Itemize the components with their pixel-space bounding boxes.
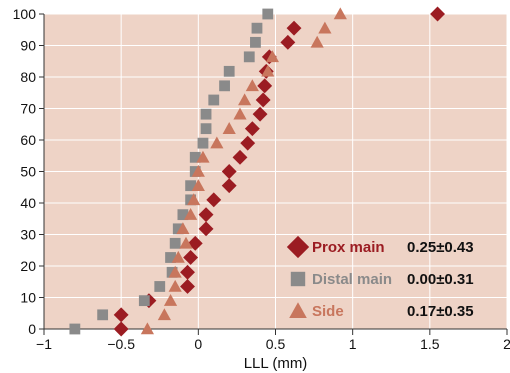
legend-item: Prox main 0.25±0.43 bbox=[286, 235, 474, 259]
data-point bbox=[154, 281, 166, 292]
y-tick-label: 10 bbox=[20, 290, 36, 306]
y-tick-label: 60 bbox=[20, 132, 36, 148]
data-point bbox=[233, 107, 247, 120]
data-point bbox=[197, 137, 209, 149]
data-point bbox=[333, 7, 347, 20]
legend-item: Distal main 0.00±0.31 bbox=[290, 271, 474, 288]
legend-marker bbox=[289, 302, 307, 319]
data-point bbox=[138, 295, 150, 307]
data-point bbox=[251, 22, 263, 34]
data-point bbox=[176, 222, 190, 235]
data-point bbox=[255, 92, 271, 108]
x-axis-title: LLL (mm) bbox=[244, 355, 308, 372]
x-tick-label: 1 bbox=[349, 336, 357, 352]
data-point bbox=[206, 192, 222, 208]
data-point bbox=[180, 279, 195, 294]
x-tick-label: 2 bbox=[503, 336, 510, 352]
data-point bbox=[172, 223, 184, 235]
data-points bbox=[69, 6, 445, 337]
data-point bbox=[310, 35, 324, 48]
data-point bbox=[198, 207, 214, 223]
data-point bbox=[165, 252, 176, 263]
data-point bbox=[69, 323, 81, 335]
data-point bbox=[318, 21, 332, 34]
data-point bbox=[140, 322, 155, 335]
data-point bbox=[113, 307, 129, 323]
y-tick-label: 70 bbox=[20, 101, 36, 117]
legend-label: Prox main bbox=[312, 239, 385, 256]
data-point bbox=[257, 78, 273, 94]
legend-stat: 0.17±0.35 bbox=[407, 303, 474, 320]
data-point bbox=[157, 308, 171, 321]
data-point bbox=[262, 8, 274, 20]
data-point bbox=[113, 321, 129, 337]
legend-stat: 0.25±0.43 bbox=[407, 239, 474, 256]
legend-label: Side bbox=[312, 303, 344, 320]
y-tick-label: 30 bbox=[20, 227, 36, 243]
data-point bbox=[187, 193, 201, 206]
data-point bbox=[168, 265, 182, 278]
legend-label: Distal main bbox=[312, 271, 392, 288]
data-point bbox=[191, 179, 205, 191]
data-point bbox=[238, 93, 252, 106]
y-tick-label: 50 bbox=[20, 164, 36, 180]
data-point bbox=[250, 36, 261, 48]
data-point bbox=[191, 164, 205, 177]
data-point bbox=[261, 64, 275, 77]
data-point bbox=[240, 135, 256, 151]
data-point bbox=[252, 106, 268, 122]
data-point bbox=[168, 279, 182, 292]
legend-stat: 0.00±0.31 bbox=[407, 271, 474, 288]
legend-item: Side 0.17±0.35 bbox=[289, 302, 474, 320]
x-tick-label: 1.5 bbox=[420, 336, 440, 352]
data-point bbox=[97, 309, 109, 321]
data-point bbox=[223, 65, 235, 77]
data-point bbox=[196, 150, 210, 163]
data-point bbox=[245, 79, 259, 92]
data-point bbox=[286, 20, 302, 36]
data-point bbox=[180, 264, 195, 280]
data-point bbox=[177, 209, 189, 221]
legend-marker bbox=[290, 271, 306, 287]
data-point bbox=[171, 250, 185, 263]
y-tick-label: 20 bbox=[20, 258, 36, 274]
legend-marker bbox=[286, 235, 310, 259]
y-tick-label: 0 bbox=[28, 321, 36, 337]
y-tick-label: 100 bbox=[13, 6, 37, 22]
x-tick-label: 0.5 bbox=[266, 336, 286, 352]
data-point bbox=[200, 123, 212, 135]
data-point bbox=[221, 178, 237, 194]
data-point bbox=[219, 80, 230, 92]
data-point bbox=[243, 51, 255, 63]
data-point bbox=[222, 122, 236, 134]
data-point bbox=[210, 136, 224, 149]
series-triangle bbox=[140, 7, 347, 335]
legend: Prox main 0.25±0.43 Distal main 0.00±0.31 Si… bbox=[286, 235, 474, 320]
x-tick-label: 0 bbox=[194, 336, 202, 352]
x-tick-label: −0.5 bbox=[107, 336, 135, 352]
data-point bbox=[200, 108, 212, 120]
data-point bbox=[179, 236, 193, 249]
data-point bbox=[169, 237, 181, 249]
data-point bbox=[221, 164, 237, 179]
x-axis-ticks: −1 −0.5 0 0.5 1 1.5 2 bbox=[36, 329, 510, 352]
data-point bbox=[163, 294, 178, 306]
y-tick-label: 90 bbox=[20, 38, 36, 54]
data-point bbox=[244, 121, 260, 137]
data-point bbox=[430, 6, 445, 22]
data-point bbox=[280, 34, 296, 50]
data-point bbox=[208, 94, 220, 106]
y-tick-label: 40 bbox=[20, 195, 36, 211]
data-point bbox=[189, 151, 201, 163]
y-axis-ticks: 0 10 20 30 40 50 60 70 80 90 100 bbox=[13, 6, 44, 337]
data-point bbox=[232, 149, 248, 165]
data-point bbox=[183, 250, 199, 265]
y-tick-label: 80 bbox=[20, 69, 36, 85]
data-point bbox=[184, 208, 198, 220]
data-point bbox=[198, 221, 214, 237]
data-point bbox=[185, 180, 197, 192]
data-point bbox=[265, 50, 280, 63]
x-tick-label: −1 bbox=[36, 336, 52, 352]
